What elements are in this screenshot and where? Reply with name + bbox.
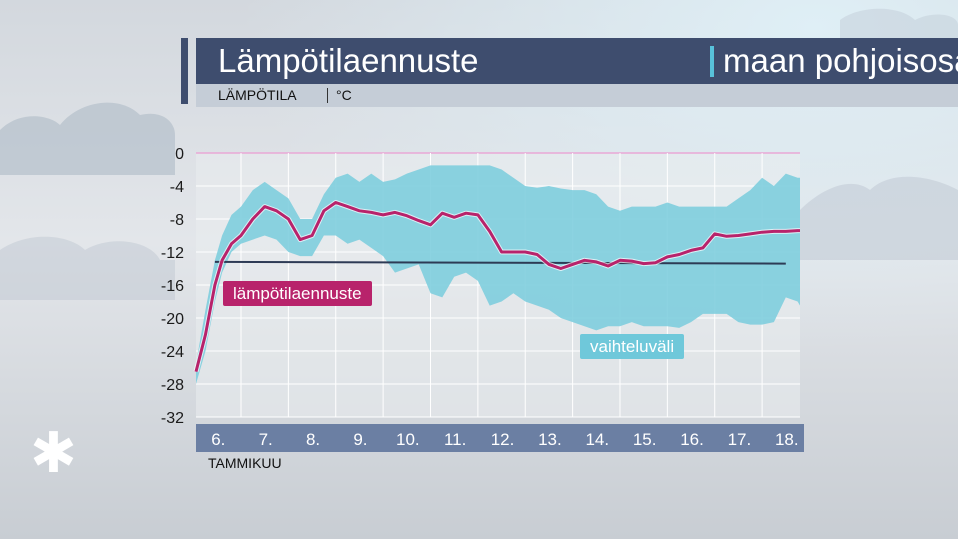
snowflake-icon: ✱ [30,421,77,484]
x-tick-label: 11. [444,430,466,449]
mean-line [214,260,786,265]
y-tick-label: -32 [161,410,184,427]
x-tick-label: 8. [306,430,320,449]
x-tick-label: 16. [680,430,704,449]
page-title: Lämpötilaennuste [218,42,479,79]
legend-range: vaihteluväli [580,334,685,359]
y-tick-label: 0 [175,146,184,163]
title-separator [710,46,714,77]
page-title-region: maan pohjoisosa [723,42,958,79]
y-tick-label: -12 [161,245,184,262]
x-tick-label: 18. [775,430,799,449]
subtitle-separator [327,88,328,103]
y-tick-label: -4 [170,179,184,196]
x-tick-label: 13. [538,430,562,449]
x-tick-label: 7. [259,430,273,449]
y-tick-label: -28 [161,377,184,394]
forecast-line [194,201,800,372]
title-accent [181,38,188,104]
x-tick-label: 17. [728,430,752,449]
subtitle-bar: LÄMPÖTILA °C [196,84,958,107]
x-tick-label: 12. [491,430,515,449]
y-axis-quantity: LÄMPÖTILA [218,87,297,103]
x-tick-label: 15. [633,430,657,449]
y-tick-label: -16 [161,278,184,295]
y-axis-unit: °C [336,87,352,103]
x-tick-label: 10. [396,430,420,449]
x-axis-month: TAMMIKUU [208,455,282,471]
legend-forecast: lämpötilaennuste [223,281,372,306]
y-tick-label: -24 [161,344,184,361]
x-tick-label: 6. [211,430,225,449]
y-tick-label: -20 [161,311,184,328]
range-band [196,165,800,384]
x-tick-label: 9. [353,430,367,449]
x-tick-label: 14. [585,430,609,449]
y-tick-label: -8 [170,212,184,229]
x-axis-bar [196,424,804,452]
title-bar: Lämpötilaennuste maan pohjoisosa [196,38,958,84]
